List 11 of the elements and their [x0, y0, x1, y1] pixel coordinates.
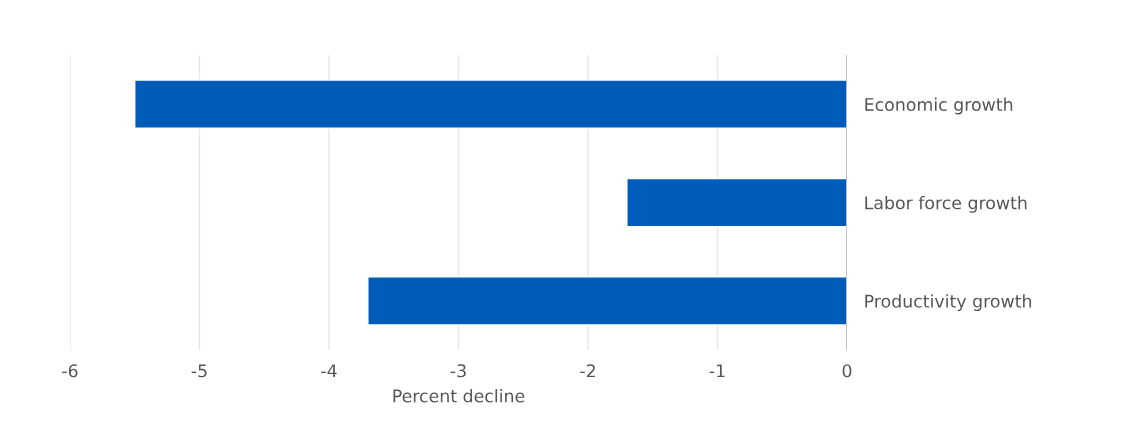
y-tick-label: Economic growth	[865, 97, 1013, 115]
x-tick-label: -1	[709, 364, 725, 378]
y-tick-label: Productivity growth	[865, 294, 1032, 312]
x-tick-label: 0	[842, 364, 852, 378]
x-tick-label: -5	[191, 364, 207, 378]
x-tick-label: -2	[580, 364, 595, 378]
x-tick-label: -3	[450, 364, 466, 378]
x-tick-label: -6	[62, 364, 78, 378]
x-axis-title: Percent decline	[393, 389, 525, 403]
y-tick-label: Labor force growth	[865, 195, 1027, 213]
x-tick-label: -4	[321, 364, 337, 378]
